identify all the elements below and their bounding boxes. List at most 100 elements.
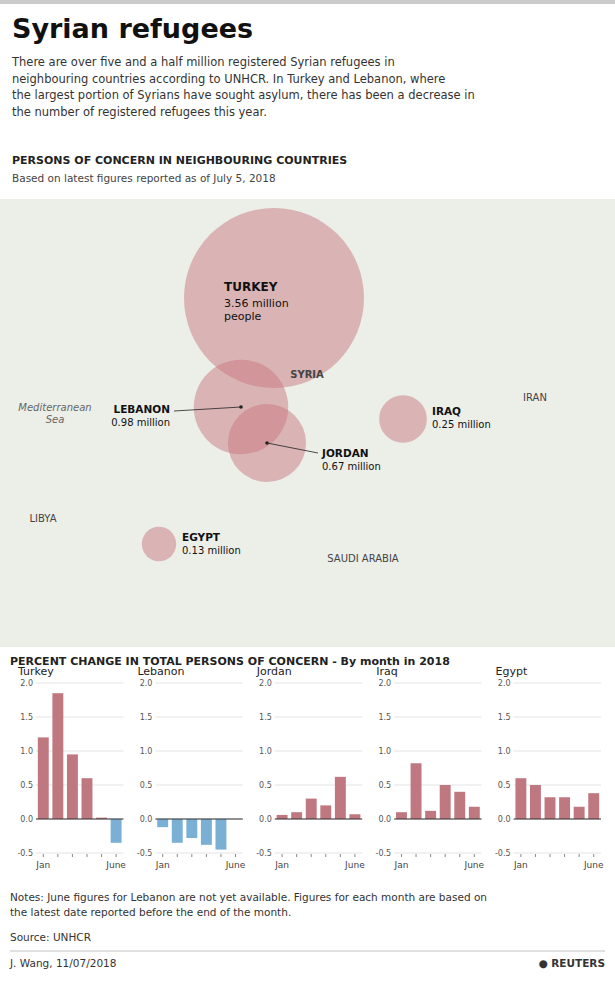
bubble-name-line: LEBANON bbox=[114, 403, 171, 415]
y-tick-label-line: 1.0 bbox=[140, 747, 153, 756]
bubble-name: JORDAN bbox=[321, 447, 369, 459]
y-tick-label: 1.0 bbox=[140, 747, 153, 756]
grid-line bbox=[275, 717, 362, 718]
zero-line bbox=[155, 818, 242, 819]
y-tick-label-line: 2.0 bbox=[140, 679, 153, 688]
y-tick-label-line: 2.0 bbox=[378, 679, 391, 688]
x-tick bbox=[177, 854, 178, 857]
map-subtitle-line: Based on latest figures reported as of J… bbox=[12, 172, 276, 184]
x-tick bbox=[535, 854, 536, 857]
y-tick-label: 0.0 bbox=[259, 815, 272, 824]
bar bbox=[157, 819, 168, 827]
data-label: 0.98 million bbox=[111, 417, 170, 428]
chart-name-line: Jordan bbox=[256, 665, 292, 678]
y-tick-label: 0.5 bbox=[378, 781, 391, 790]
y-tick-label-line: 0.0 bbox=[259, 815, 272, 824]
x-tick bbox=[593, 854, 594, 857]
bar bbox=[425, 811, 436, 819]
map-annotation: IRAN bbox=[523, 392, 547, 403]
grid-line bbox=[275, 853, 362, 854]
x-tick-label: June bbox=[105, 860, 126, 870]
y-tick-label: -0.5 bbox=[137, 849, 153, 858]
y-tick-label: 0.5 bbox=[20, 781, 33, 790]
subtitle: There are over five and a half million r… bbox=[11, 55, 475, 119]
data-label-line: 3.56 million bbox=[224, 297, 289, 310]
grid-line bbox=[394, 785, 481, 786]
grid-line bbox=[514, 683, 601, 684]
y-tick-label-line: 0.5 bbox=[20, 781, 33, 790]
grid-line bbox=[36, 717, 123, 718]
grid-line bbox=[514, 717, 601, 718]
bar bbox=[588, 793, 599, 819]
y-tick-label: 1.0 bbox=[378, 747, 391, 756]
title: Syrian refugees bbox=[12, 13, 253, 44]
grid-line bbox=[155, 717, 242, 718]
x-tick-label-line: Jan bbox=[155, 860, 170, 870]
bar bbox=[440, 785, 451, 819]
y-tick-label-line: 0.5 bbox=[259, 781, 272, 790]
bar bbox=[349, 814, 360, 819]
chart-name-line: Egypt bbox=[496, 665, 528, 678]
x-tick bbox=[43, 854, 44, 857]
bar-chart: Jordan-0.50.00.51.01.52.0JanJune bbox=[256, 665, 365, 870]
notes: Notes: June figures for Lebanon are not … bbox=[10, 891, 487, 918]
y-tick-label-line: 1.5 bbox=[140, 713, 153, 722]
bar bbox=[172, 819, 183, 843]
y-tick-label-line: -0.5 bbox=[137, 849, 153, 858]
map-background bbox=[0, 199, 615, 647]
bar bbox=[82, 778, 93, 819]
grid-line bbox=[155, 853, 242, 854]
bubble bbox=[228, 404, 306, 482]
x-tick bbox=[116, 854, 117, 857]
bar-chart: Turkey-0.50.00.51.01.52.0JanJune bbox=[17, 665, 126, 870]
y-tick-label-line: 0.0 bbox=[140, 815, 153, 824]
notes-line: Notes: June figures for Lebanon are not … bbox=[10, 891, 487, 903]
grid-line bbox=[394, 751, 481, 752]
zero-line bbox=[275, 818, 362, 819]
bar bbox=[111, 819, 122, 843]
credit: J. Wang, 11/07/2018 bbox=[9, 957, 116, 969]
grid-line bbox=[514, 853, 601, 854]
x-tick bbox=[445, 854, 446, 857]
bar-chart: Lebanon-0.50.00.51.01.52.0JanJune bbox=[137, 665, 246, 870]
x-tick bbox=[354, 854, 355, 857]
y-tick-label-line: 0.5 bbox=[140, 781, 153, 790]
x-tick bbox=[550, 854, 551, 857]
x-tick-label: Jan bbox=[155, 860, 170, 870]
x-tick bbox=[311, 854, 312, 857]
leader-dot bbox=[239, 405, 243, 409]
data-label-line: 0.25 million bbox=[432, 419, 491, 430]
subtitle-line: neighbouring countries according to UNHC… bbox=[12, 72, 445, 86]
bar bbox=[469, 807, 480, 819]
y-tick-label-line: -0.5 bbox=[495, 849, 511, 858]
grid-line bbox=[155, 683, 242, 684]
map-annotation: LIBYA bbox=[29, 513, 56, 524]
x-tick bbox=[325, 854, 326, 857]
y-tick-label-line: 1.5 bbox=[259, 713, 272, 722]
bubble bbox=[184, 208, 364, 388]
y-tick-label-line: -0.5 bbox=[256, 849, 272, 858]
source-line: Source: UNHCR bbox=[10, 931, 91, 943]
x-tick-label: June bbox=[225, 860, 246, 870]
bar-chart: Iraq-0.50.00.51.01.52.0JanJune bbox=[376, 665, 485, 870]
bubble-name: LEBANON bbox=[114, 403, 171, 415]
y-tick-label-line: 2.0 bbox=[20, 679, 33, 688]
title-line: Syrian refugees bbox=[12, 13, 253, 44]
leader-dot bbox=[265, 441, 269, 445]
subtitle-line: the number of registered refugees this y… bbox=[12, 105, 267, 119]
x-tick bbox=[430, 854, 431, 857]
bubble-name-line: IRAQ bbox=[432, 405, 461, 417]
x-tick bbox=[416, 854, 417, 857]
x-tick-label: Jan bbox=[513, 860, 528, 870]
x-tick bbox=[520, 854, 521, 857]
y-tick-label: 0.5 bbox=[140, 781, 153, 790]
x-tick bbox=[206, 854, 207, 857]
data-label: 3.56 millionpeople bbox=[224, 297, 289, 323]
bar bbox=[291, 812, 302, 819]
bar bbox=[67, 754, 78, 819]
map-annotation: SAUDI ARABIA bbox=[327, 553, 399, 564]
chart-name: Iraq bbox=[376, 665, 398, 678]
y-tick-label-line: 0.0 bbox=[498, 815, 511, 824]
bubble-name: TURKEY bbox=[224, 280, 278, 294]
chart-name: Egypt bbox=[496, 665, 528, 678]
